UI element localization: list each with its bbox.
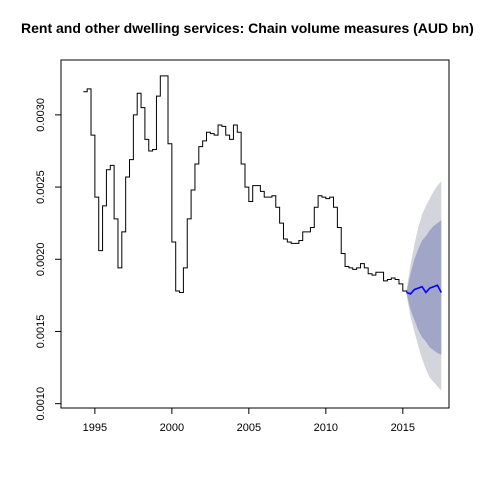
x-tick-label: 2010 [314,422,338,434]
x-tick-label: 2015 [391,422,415,434]
x-tick-label: 2005 [237,422,261,434]
observed-series-line [83,75,408,293]
x-tick-label: 2000 [160,422,184,434]
y-tick-label: 0.0020 [35,242,47,276]
y-tick-label: 0.0010 [35,387,47,421]
x-axis: 1995 2000 2005 2010 2015 [83,408,415,434]
series-lines [83,75,443,295]
interval-band-2 [406,220,442,355]
y-tick-label: 0.0025 [35,170,47,204]
y-axis: 0.0010 0.0015 0.0020 0.0025 0.0030 [35,98,61,420]
prediction-intervals [406,181,442,391]
forecast-series-line [406,284,443,295]
plot-frame [60,59,450,409]
chart-title: Rent and other dwelling services: Chain … [21,20,474,36]
y-tick-label: 0.0030 [35,98,47,132]
x-tick-label: 1995 [83,422,107,434]
y-tick-label: 0.0015 [35,315,47,349]
